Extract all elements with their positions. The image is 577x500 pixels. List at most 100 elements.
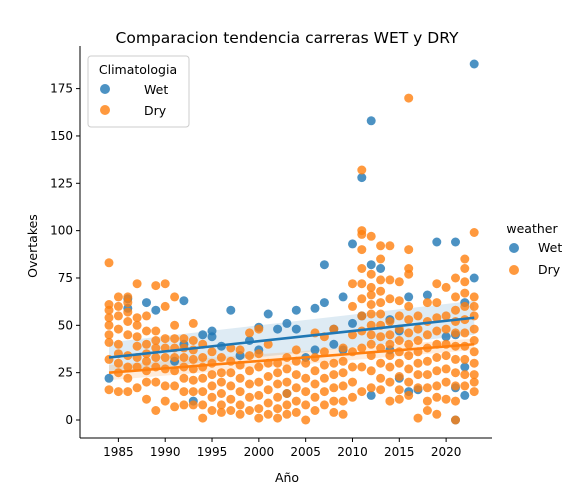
point-dry: [376, 241, 385, 250]
point-dry: [460, 370, 469, 379]
point-dry: [460, 302, 469, 311]
point-dry: [432, 393, 441, 402]
point-dry: [189, 387, 198, 396]
point-dry: [451, 368, 460, 377]
point-dry: [395, 311, 404, 320]
point-dry: [179, 334, 188, 343]
point-dry: [151, 353, 160, 362]
point-dry: [367, 340, 376, 349]
point-dry: [311, 393, 320, 402]
point-dry: [198, 387, 207, 396]
point-dry: [460, 289, 469, 298]
point-dry: [105, 258, 114, 267]
point-dry: [245, 393, 254, 402]
point-dry: [161, 353, 170, 362]
point-dry: [460, 328, 469, 337]
point-dry: [151, 406, 160, 415]
outer-legend-label-dry: Dry: [538, 262, 561, 277]
point-wet: [264, 310, 273, 319]
point-dry: [217, 378, 226, 387]
point-dry: [395, 296, 404, 305]
point-dry: [376, 255, 385, 264]
point-dry: [226, 395, 235, 404]
point-dry: [460, 255, 469, 264]
point-dry: [442, 325, 451, 334]
y-tick-label: 175: [50, 82, 73, 96]
y-tick-label: 100: [50, 224, 73, 238]
point-dry: [123, 374, 132, 383]
point-dry: [357, 363, 366, 372]
point-wet: [105, 374, 114, 383]
chart-title: Comparacion tendencia carreras WET y DRY: [116, 29, 459, 47]
point-dry: [339, 410, 348, 419]
y-axis-ticks: 0255075100125150175: [50, 82, 80, 427]
point-dry: [432, 327, 441, 336]
point-dry: [329, 370, 338, 379]
point-dry: [470, 378, 479, 387]
point-dry: [170, 321, 179, 330]
point-wet: [226, 306, 235, 315]
point-dry: [217, 389, 226, 398]
point-dry: [404, 364, 413, 373]
point-dry: [385, 340, 394, 349]
point-wet: [320, 298, 329, 307]
point-wet: [292, 306, 301, 315]
x-axis-label: Año: [275, 470, 299, 485]
point-dry: [273, 414, 282, 423]
x-axis-ticks: 1985 1990 1995 2000 2005 2010 2015 2020: [103, 438, 461, 459]
point-dry: [329, 408, 338, 417]
point-dry: [282, 364, 291, 373]
point-dry: [292, 370, 301, 379]
point-dry: [208, 381, 217, 390]
point-dry: [142, 327, 151, 336]
inner-legend-title: Climatologia: [99, 62, 177, 77]
x-tick-label: 1990: [150, 445, 181, 459]
point-dry: [367, 300, 376, 309]
point-wet: [348, 239, 357, 248]
y-tick-label: 0: [65, 413, 73, 427]
point-dry: [376, 298, 385, 307]
point-dry: [217, 368, 226, 377]
point-dry: [273, 368, 282, 377]
point-dry: [114, 325, 123, 334]
point-dry: [161, 334, 170, 343]
point-dry: [395, 385, 404, 394]
point-dry: [105, 385, 114, 394]
x-tick-label: 2010: [337, 445, 368, 459]
point-wet: [292, 325, 301, 334]
point-dry: [451, 381, 460, 390]
point-wet: [208, 327, 217, 336]
point-dry: [432, 381, 441, 390]
point-dry: [423, 298, 432, 307]
point-dry: [348, 378, 357, 387]
inner-legend-label-wet: Wet: [144, 82, 168, 97]
point-dry: [179, 400, 188, 409]
point-dry: [376, 287, 385, 296]
point-dry: [226, 368, 235, 377]
point-dry: [329, 383, 338, 392]
point-wet: [432, 238, 441, 247]
inner-legend-marker-dry: [100, 105, 110, 115]
point-dry: [348, 279, 357, 288]
point-dry: [161, 381, 170, 390]
y-tick-label: 50: [58, 318, 73, 332]
y-axis-label: Overtakes: [25, 214, 40, 278]
point-dry: [301, 359, 310, 368]
point-dry: [254, 414, 263, 423]
point-dry: [460, 264, 469, 273]
y-tick-label: 75: [58, 271, 73, 285]
point-dry: [414, 311, 423, 320]
point-dry: [376, 359, 385, 368]
point-dry: [189, 376, 198, 385]
point-dry: [292, 408, 301, 417]
point-dry: [311, 406, 320, 415]
point-dry: [451, 328, 460, 337]
point-dry: [282, 389, 291, 398]
point-dry: [311, 380, 320, 389]
x-tick-label: 2020: [431, 445, 462, 459]
point-dry: [236, 400, 245, 409]
point-dry: [348, 363, 357, 372]
point-dry: [301, 374, 310, 383]
point-dry: [208, 393, 217, 402]
point-dry: [432, 353, 441, 362]
